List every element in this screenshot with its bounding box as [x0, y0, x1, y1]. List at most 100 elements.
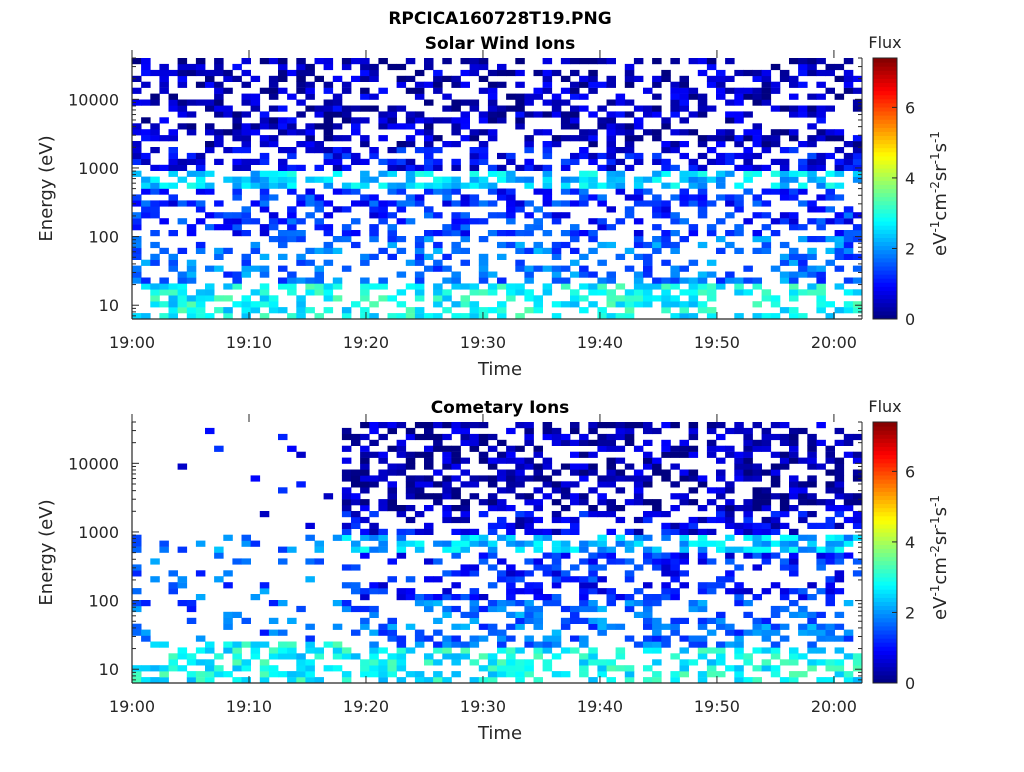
heatmap-cell: [697, 600, 708, 607]
y-axis-label: Energy (eV): [36, 499, 57, 605]
heatmap-cell: [779, 493, 790, 500]
heatmap-cell: [643, 427, 653, 435]
heatmap-cell: [807, 265, 817, 272]
heatmap-cell: [250, 307, 261, 314]
heatmap-cell: [296, 58, 306, 65]
heatmap-cell: [588, 558, 598, 565]
heatmap-cell: [223, 87, 233, 94]
heatmap-cell: [570, 247, 580, 254]
heatmap-cell: [460, 117, 470, 124]
heatmap-cell: [497, 170, 507, 177]
heatmap-cell: [661, 117, 671, 124]
heatmap-cell: [643, 605, 653, 613]
heatmap-cell: [688, 194, 699, 201]
heatmap-cell: [670, 617, 680, 624]
heatmap-cell: [341, 87, 352, 94]
heatmap-cell: [487, 105, 498, 112]
colorbar-swatch: [873, 634, 897, 639]
heatmap-cell: [177, 600, 188, 607]
heatmap-cell: [807, 641, 817, 648]
heatmap-cell: [132, 271, 142, 278]
heatmap-cell: [643, 641, 653, 648]
heatmap-cell: [414, 295, 425, 302]
heatmap-cell: [351, 241, 361, 249]
heatmap-cell: [132, 99, 142, 106]
heatmap-cell: [606, 659, 616, 666]
heatmap-cell: [506, 451, 516, 458]
heatmap-cell: [478, 75, 489, 82]
heatmap-cell: [378, 212, 388, 219]
heatmap-cell: [779, 253, 790, 260]
heatmap-cell: [214, 135, 224, 142]
heatmap-cell: [487, 212, 498, 219]
heatmap-cell: [779, 75, 790, 82]
heatmap-cell: [305, 635, 315, 642]
heatmap-cell: [278, 600, 288, 607]
heatmap-cell: [670, 445, 680, 452]
heatmap-cell: [679, 129, 689, 136]
heatmap-cell: [287, 546, 297, 553]
heatmap-cell: [506, 427, 516, 435]
heatmap-cell: [478, 558, 489, 565]
heatmap-cell: [332, 123, 343, 130]
colorbar-tick-label: 2: [905, 239, 915, 258]
heatmap-cell: [360, 457, 370, 464]
heatmap-cell: [214, 141, 224, 148]
heatmap-cell: [761, 528, 772, 535]
heatmap-cell: [195, 241, 206, 249]
heatmap-cell: [643, 265, 653, 272]
heatmap-cell: [460, 236, 470, 243]
heatmap-cell: [798, 516, 808, 524]
heatmap-cell: [478, 259, 489, 266]
heatmap-cell: [159, 188, 169, 195]
heatmap-cell: [633, 493, 644, 500]
heatmap-cell: [232, 641, 242, 648]
heatmap-cell: [679, 307, 689, 314]
heatmap-cell: [770, 218, 781, 225]
heatmap-cell: [825, 469, 835, 476]
heatmap-cell: [807, 617, 817, 624]
heatmap-cell: [661, 277, 671, 284]
heatmap-cell: [223, 570, 233, 577]
heatmap-cell: [652, 170, 662, 177]
heatmap-cell: [643, 87, 653, 94]
figure-title: RPCICA160728T19.PNG: [388, 9, 611, 29]
heatmap-cell: [852, 105, 863, 112]
heatmap-cell: [834, 75, 845, 82]
heatmap-cell: [779, 635, 790, 642]
heatmap-cell: [460, 111, 470, 118]
heatmap-cell: [807, 433, 817, 441]
heatmap-cell: [679, 81, 689, 88]
heatmap-cell: [789, 81, 799, 88]
heatmap-cell: [679, 87, 689, 94]
heatmap-cell: [734, 289, 744, 296]
heatmap-cell: [542, 212, 553, 219]
heatmap-cell: [716, 511, 726, 518]
heatmap-cell: [725, 194, 735, 201]
colorbar-swatch: [873, 94, 897, 100]
heatmap-cell: [497, 63, 507, 71]
heatmap-cell: [177, 218, 188, 225]
heatmap-cell: [341, 265, 352, 272]
heatmap-cell: [369, 236, 379, 243]
heatmap-cell: [387, 558, 397, 565]
heatmap-cell: [770, 582, 781, 589]
heatmap-cell: [205, 69, 215, 77]
heatmap-cell: [761, 617, 772, 624]
colorbar-swatch: [873, 536, 897, 541]
heatmap-cell: [195, 307, 206, 314]
heatmap-cell: [205, 105, 215, 112]
heatmap-cell: [433, 259, 443, 266]
colorbar-swatch: [873, 438, 897, 443]
heatmap-cell: [323, 87, 334, 94]
heatmap-cell: [487, 81, 498, 88]
heatmap-cell: [533, 582, 543, 589]
heatmap-cell: [132, 253, 142, 260]
heatmap-cell: [560, 647, 571, 654]
heatmap-cell: [834, 463, 845, 470]
heatmap-cell: [588, 582, 598, 589]
heatmap-cell: [314, 265, 324, 272]
heatmap-cell: [843, 75, 854, 82]
heatmap-cell: [414, 493, 425, 500]
heatmap-cell: [789, 445, 799, 452]
